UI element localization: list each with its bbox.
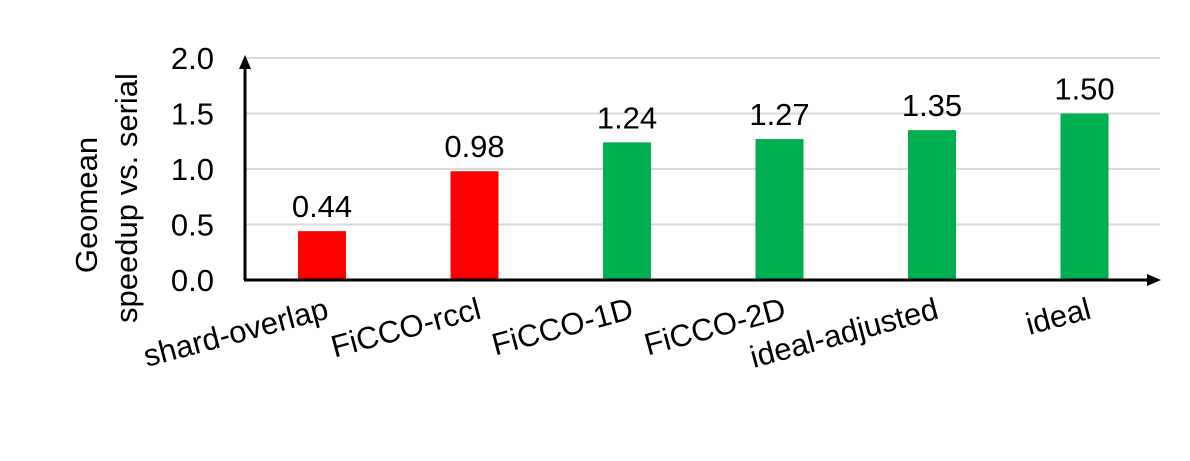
value-label: 1.27	[749, 97, 809, 132]
bars	[298, 113, 1109, 280]
axes	[239, 55, 1161, 286]
bar-ideal	[1060, 113, 1109, 280]
bar-FiCCO-rccl	[450, 171, 499, 280]
value-label: 1.35	[902, 88, 962, 123]
y-axis-arrow-icon	[239, 55, 251, 69]
value-label: 1.50	[1054, 72, 1114, 107]
y-tick-labels: 0.0 0.5 1.0 1.5 2.0	[171, 41, 214, 298]
bar-FiCCO-2D	[755, 139, 804, 280]
x-tick-label: shard-overlap	[140, 291, 332, 374]
value-label: 0.44	[292, 189, 352, 224]
bar-FiCCO-1D	[603, 142, 651, 280]
y-tick-label: 1.5	[171, 97, 214, 132]
value-label: 1.24	[597, 100, 657, 135]
y-axis-label-line-1: Geomean	[69, 137, 104, 273]
y-tick-label: 1.0	[171, 152, 214, 187]
value-labels: 0.44 0.98 1.24 1.27 1.35 1.50	[292, 72, 1115, 225]
y-tick-label: 0.0	[171, 263, 214, 298]
gridlines	[245, 57, 1160, 226]
value-label: 0.98	[444, 129, 504, 164]
bar-shard-overlap	[298, 231, 346, 280]
x-tick-label: ideal	[1022, 291, 1094, 342]
y-tick-label: 2.0	[171, 41, 214, 76]
y-axis-label-line-2: speedup vs. serial	[109, 73, 144, 323]
y-axis-label: Geomean speedup vs. serial	[69, 73, 144, 323]
bar-ideal-adjusted	[908, 130, 956, 280]
y-tick-label: 0.5	[171, 208, 214, 243]
x-tick-label: FiCCO-rccl	[327, 291, 484, 364]
x-axis-arrow-icon	[1147, 274, 1161, 286]
x-tick-label: FiCCO-1D	[488, 291, 637, 362]
